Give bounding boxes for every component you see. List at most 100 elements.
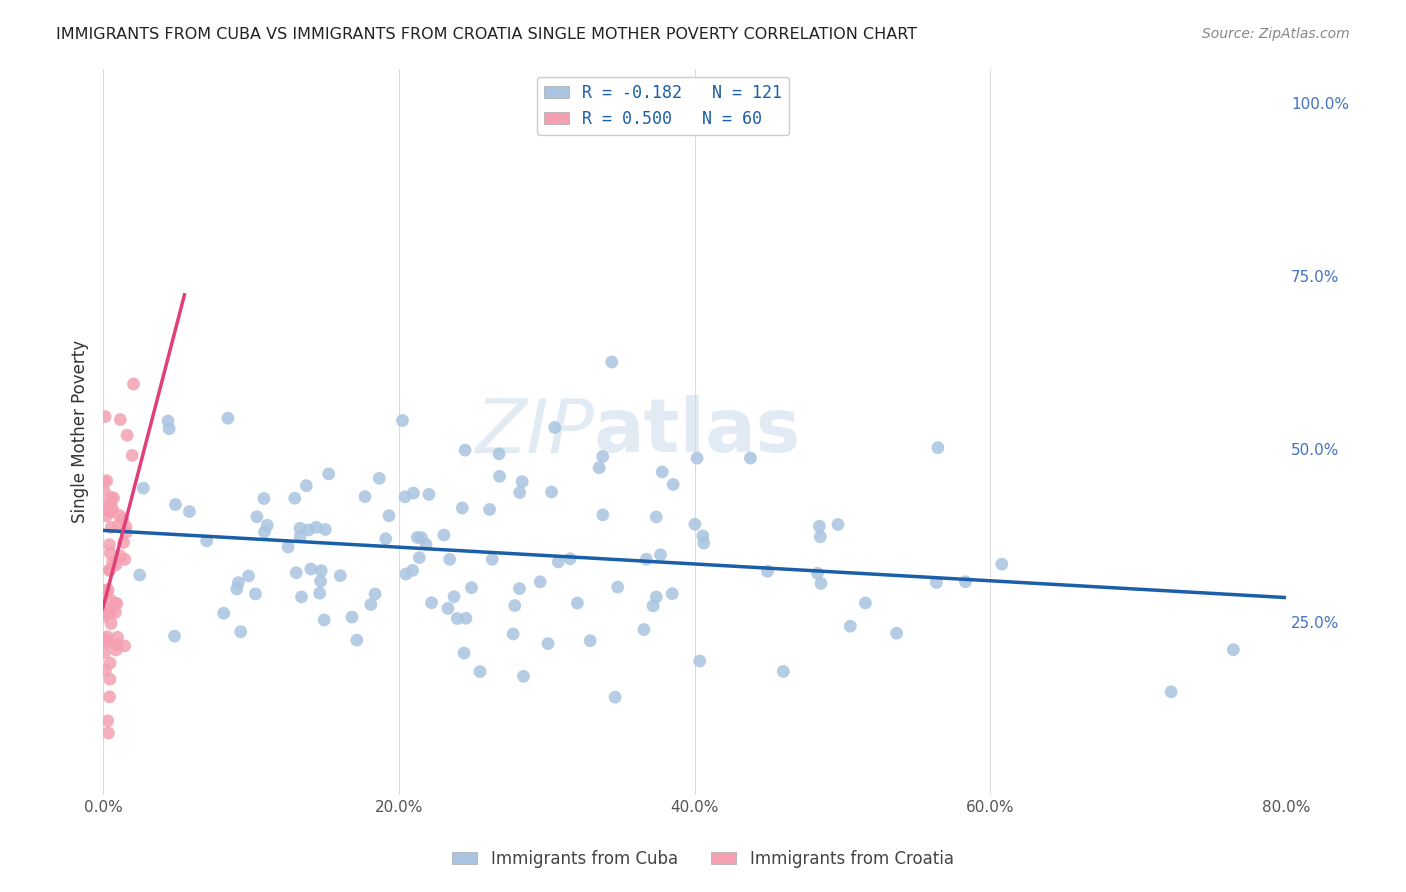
Point [100,593,122,607]
Point [104,606,127,620]
Point [284,491,307,506]
Point [96,586,118,600]
Point [502,627,524,641]
Point [115,520,138,534]
Point [100,616,122,631]
Point [256,518,278,533]
Point [661,587,683,601]
Point [391,413,413,427]
Point [650,548,672,562]
Point [163,629,186,643]
Point [927,441,949,455]
Point [297,523,319,537]
Point [510,475,533,489]
Point [98,563,121,577]
Point [112,535,135,549]
Point [105,638,128,652]
Point [115,428,138,442]
Point [212,606,235,620]
Point [132,481,155,495]
Point [253,491,276,506]
Point [509,485,531,500]
Point [94,633,117,648]
Point [253,524,276,539]
Point [97,582,120,597]
Point [689,654,711,668]
Point [100,520,122,534]
Point [579,633,602,648]
Point [94,664,117,678]
Point [107,518,129,533]
Point [277,540,299,554]
Point [98,538,121,552]
Point [808,519,831,533]
Point [991,557,1014,571]
Point [592,450,614,464]
Point [374,532,396,546]
Point [508,582,530,596]
Point [98,656,121,670]
Point [299,562,322,576]
Point [454,611,477,625]
Point [245,587,267,601]
Point [93,645,115,659]
Point [329,568,352,582]
Point [443,590,465,604]
Point [314,523,336,537]
Point [693,536,716,550]
Point [394,490,416,504]
Point [808,530,831,544]
Point [115,525,138,540]
Point [540,484,562,499]
Point [406,531,429,545]
Point [378,508,401,523]
Point [309,564,332,578]
Point [439,552,461,566]
Point [478,502,501,516]
Point [955,574,977,589]
Point [98,564,121,578]
Point [360,598,382,612]
Legend: Immigrants from Cuba, Immigrants from Croatia: Immigrants from Cuba, Immigrants from Cr… [446,844,960,875]
Point [290,590,312,604]
Point [229,624,252,639]
Point [121,449,143,463]
Point [314,613,336,627]
Point [481,552,503,566]
Point [93,609,115,624]
Point [645,590,668,604]
Point [195,533,218,548]
Point [633,623,655,637]
Point [460,581,482,595]
Point [288,521,311,535]
Y-axis label: Single Mother Poverty: Single Mother Poverty [72,340,89,524]
Point [104,596,127,610]
Point [96,508,118,523]
Point [100,491,122,505]
Point [93,475,115,489]
Point [692,529,714,543]
Point [238,569,260,583]
Point [96,474,118,488]
Point [97,607,120,621]
Point [488,447,510,461]
Point [93,483,115,498]
Point [110,549,132,563]
Point [96,630,118,644]
Point [114,639,136,653]
Point [97,726,120,740]
Point [225,582,247,596]
Point [512,669,534,683]
Point [402,486,425,500]
Point [309,574,332,589]
Point [364,587,387,601]
Point [651,465,673,479]
Point [662,477,685,491]
Point [547,555,569,569]
Point [246,509,269,524]
Point [98,672,121,686]
Legend: R = -0.182   N = 121, R = 0.500   N = 60: R = -0.182 N = 121, R = 0.500 N = 60 [537,77,789,135]
Point [408,550,430,565]
Point [288,529,311,543]
Point [295,478,318,492]
